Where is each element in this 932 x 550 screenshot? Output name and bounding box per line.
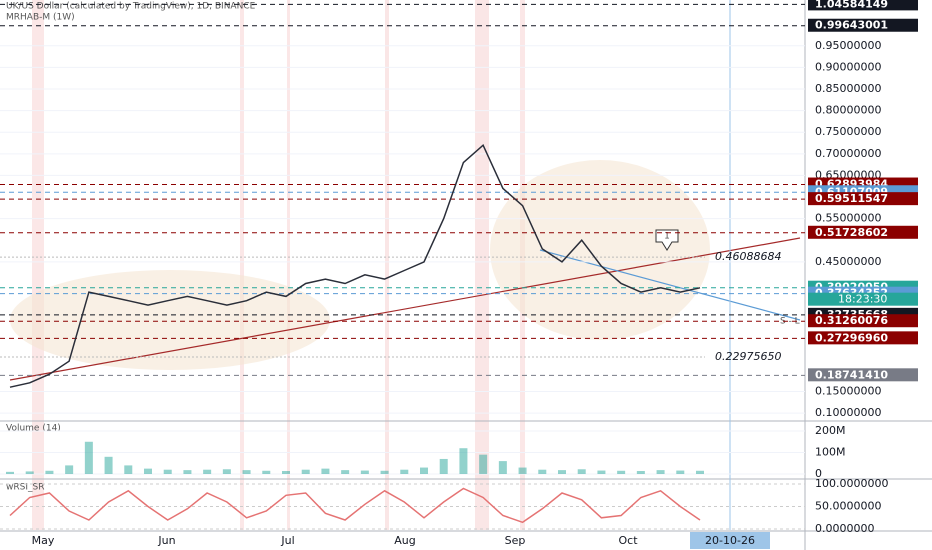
y-tick-label: 0.95000000: [815, 39, 881, 52]
volume-bar: [577, 469, 586, 474]
date-tag: 20-10-26: [705, 534, 755, 547]
volume-bar: [380, 470, 389, 474]
x-tick-label: Jul: [280, 534, 294, 547]
y-tick-label: 0.0000000: [815, 522, 875, 535]
price-line: [9, 143, 701, 388]
y-tick-label: 100.0000000: [815, 477, 888, 490]
volume-bar: [183, 470, 192, 474]
volume-bar: [656, 470, 665, 474]
volume-bar: [84, 441, 93, 474]
volume-bar: [538, 469, 547, 474]
symbol-title: UK/US Dollar (calculated by TradingView)…: [6, 2, 256, 12]
y-tick-label: 0.75000000: [815, 125, 881, 138]
volume-bar: [498, 461, 507, 474]
y-tick-label: 0.70000000: [815, 147, 881, 160]
y-tick-label: 0.85000000: [815, 82, 881, 95]
volume-title: Volume (14): [6, 424, 61, 434]
y-tick-label: 0.10000000: [815, 406, 881, 419]
price-tag-bg: [808, 225, 918, 239]
price-tag: 0.99643001: [815, 19, 888, 32]
annotation-label: 0.22975650: [715, 350, 781, 363]
price-tag-bg: [808, 18, 918, 32]
y-tick-label: 0.15000000: [815, 384, 881, 397]
price-tag-bg: [808, 314, 918, 328]
volume-bar: [144, 468, 152, 474]
price-tag-bg: [808, 368, 918, 382]
volume-bar: [25, 471, 34, 474]
volume-bar: [558, 470, 566, 474]
price-tag: 0.31260076: [815, 314, 888, 327]
countdown-bg: [808, 292, 918, 306]
volume-bar: [479, 454, 488, 474]
x-tick-label: Aug: [394, 534, 415, 547]
volume-bar: [420, 467, 428, 474]
marker: [655, 229, 679, 251]
x-tick-label: Jun: [157, 534, 175, 547]
price-tag-bg: [808, 331, 918, 345]
price-tag-bg: [808, 192, 918, 206]
volume-bar: [282, 470, 290, 474]
volume-bar: [203, 469, 212, 474]
volume-bar: [65, 465, 74, 474]
price-tag: 0.18741410: [815, 368, 888, 381]
volume-bar: [163, 469, 172, 474]
x-tick-label: Oct: [618, 534, 638, 547]
volume-bar: [597, 470, 606, 474]
volume-bar: [321, 468, 330, 474]
volume-bar: [222, 469, 231, 474]
x-tick-label: Sep: [505, 534, 526, 547]
volume-bar: [400, 469, 409, 474]
price-tag-bg: [808, 0, 918, 11]
volume-bar: [124, 465, 133, 474]
x-tick-label: May: [32, 534, 55, 547]
y-tick-label: 50.0000000: [815, 500, 881, 513]
countdown: 18:23:30: [838, 293, 887, 306]
rsi-line: [9, 487, 701, 524]
y-tick-label: 0: [815, 467, 822, 480]
volume-bar: [104, 456, 113, 474]
volume-bar: [262, 470, 271, 474]
volume-bar: [696, 470, 704, 474]
cloud: [10, 270, 330, 370]
volume-bar: [676, 470, 685, 474]
y-tick-label: 0.45000000: [815, 255, 881, 268]
volume-bar: [518, 467, 527, 474]
price-tag: 1.04584149: [815, 0, 888, 10]
volume-bar: [439, 458, 448, 474]
volume-bar: [360, 470, 369, 474]
y-tick-label: 100M: [815, 446, 846, 459]
price-tag: 0.51728602: [815, 226, 888, 239]
volume-bar: [242, 470, 251, 474]
sl-label: S - L: [780, 317, 800, 327]
volume-bar: [341, 470, 350, 474]
y-tick-label: 0.55000000: [815, 212, 881, 225]
volume-bar: [6, 471, 14, 474]
price-tag: 0.27296960: [815, 331, 888, 344]
cloud: [490, 160, 710, 340]
indicator-title: MRHAB-M (1W): [6, 13, 75, 23]
y-tick-label: 200M: [815, 424, 846, 437]
y-tick-label: 0.90000000: [815, 60, 881, 73]
y-tick-label: 0.80000000: [815, 104, 881, 117]
date-tag-bg: [690, 532, 770, 549]
price-tag: 0.59511547: [815, 192, 888, 205]
volume-bar: [45, 470, 54, 474]
marker-label: 1: [664, 232, 670, 242]
volume-bar: [301, 469, 310, 474]
rsi-title: wRSI_SR: [6, 483, 44, 493]
volume-bar: [459, 448, 468, 474]
annotation-label: 0.46088684: [715, 250, 781, 263]
volume-bar: [636, 470, 645, 474]
volume-bar: [617, 470, 626, 474]
